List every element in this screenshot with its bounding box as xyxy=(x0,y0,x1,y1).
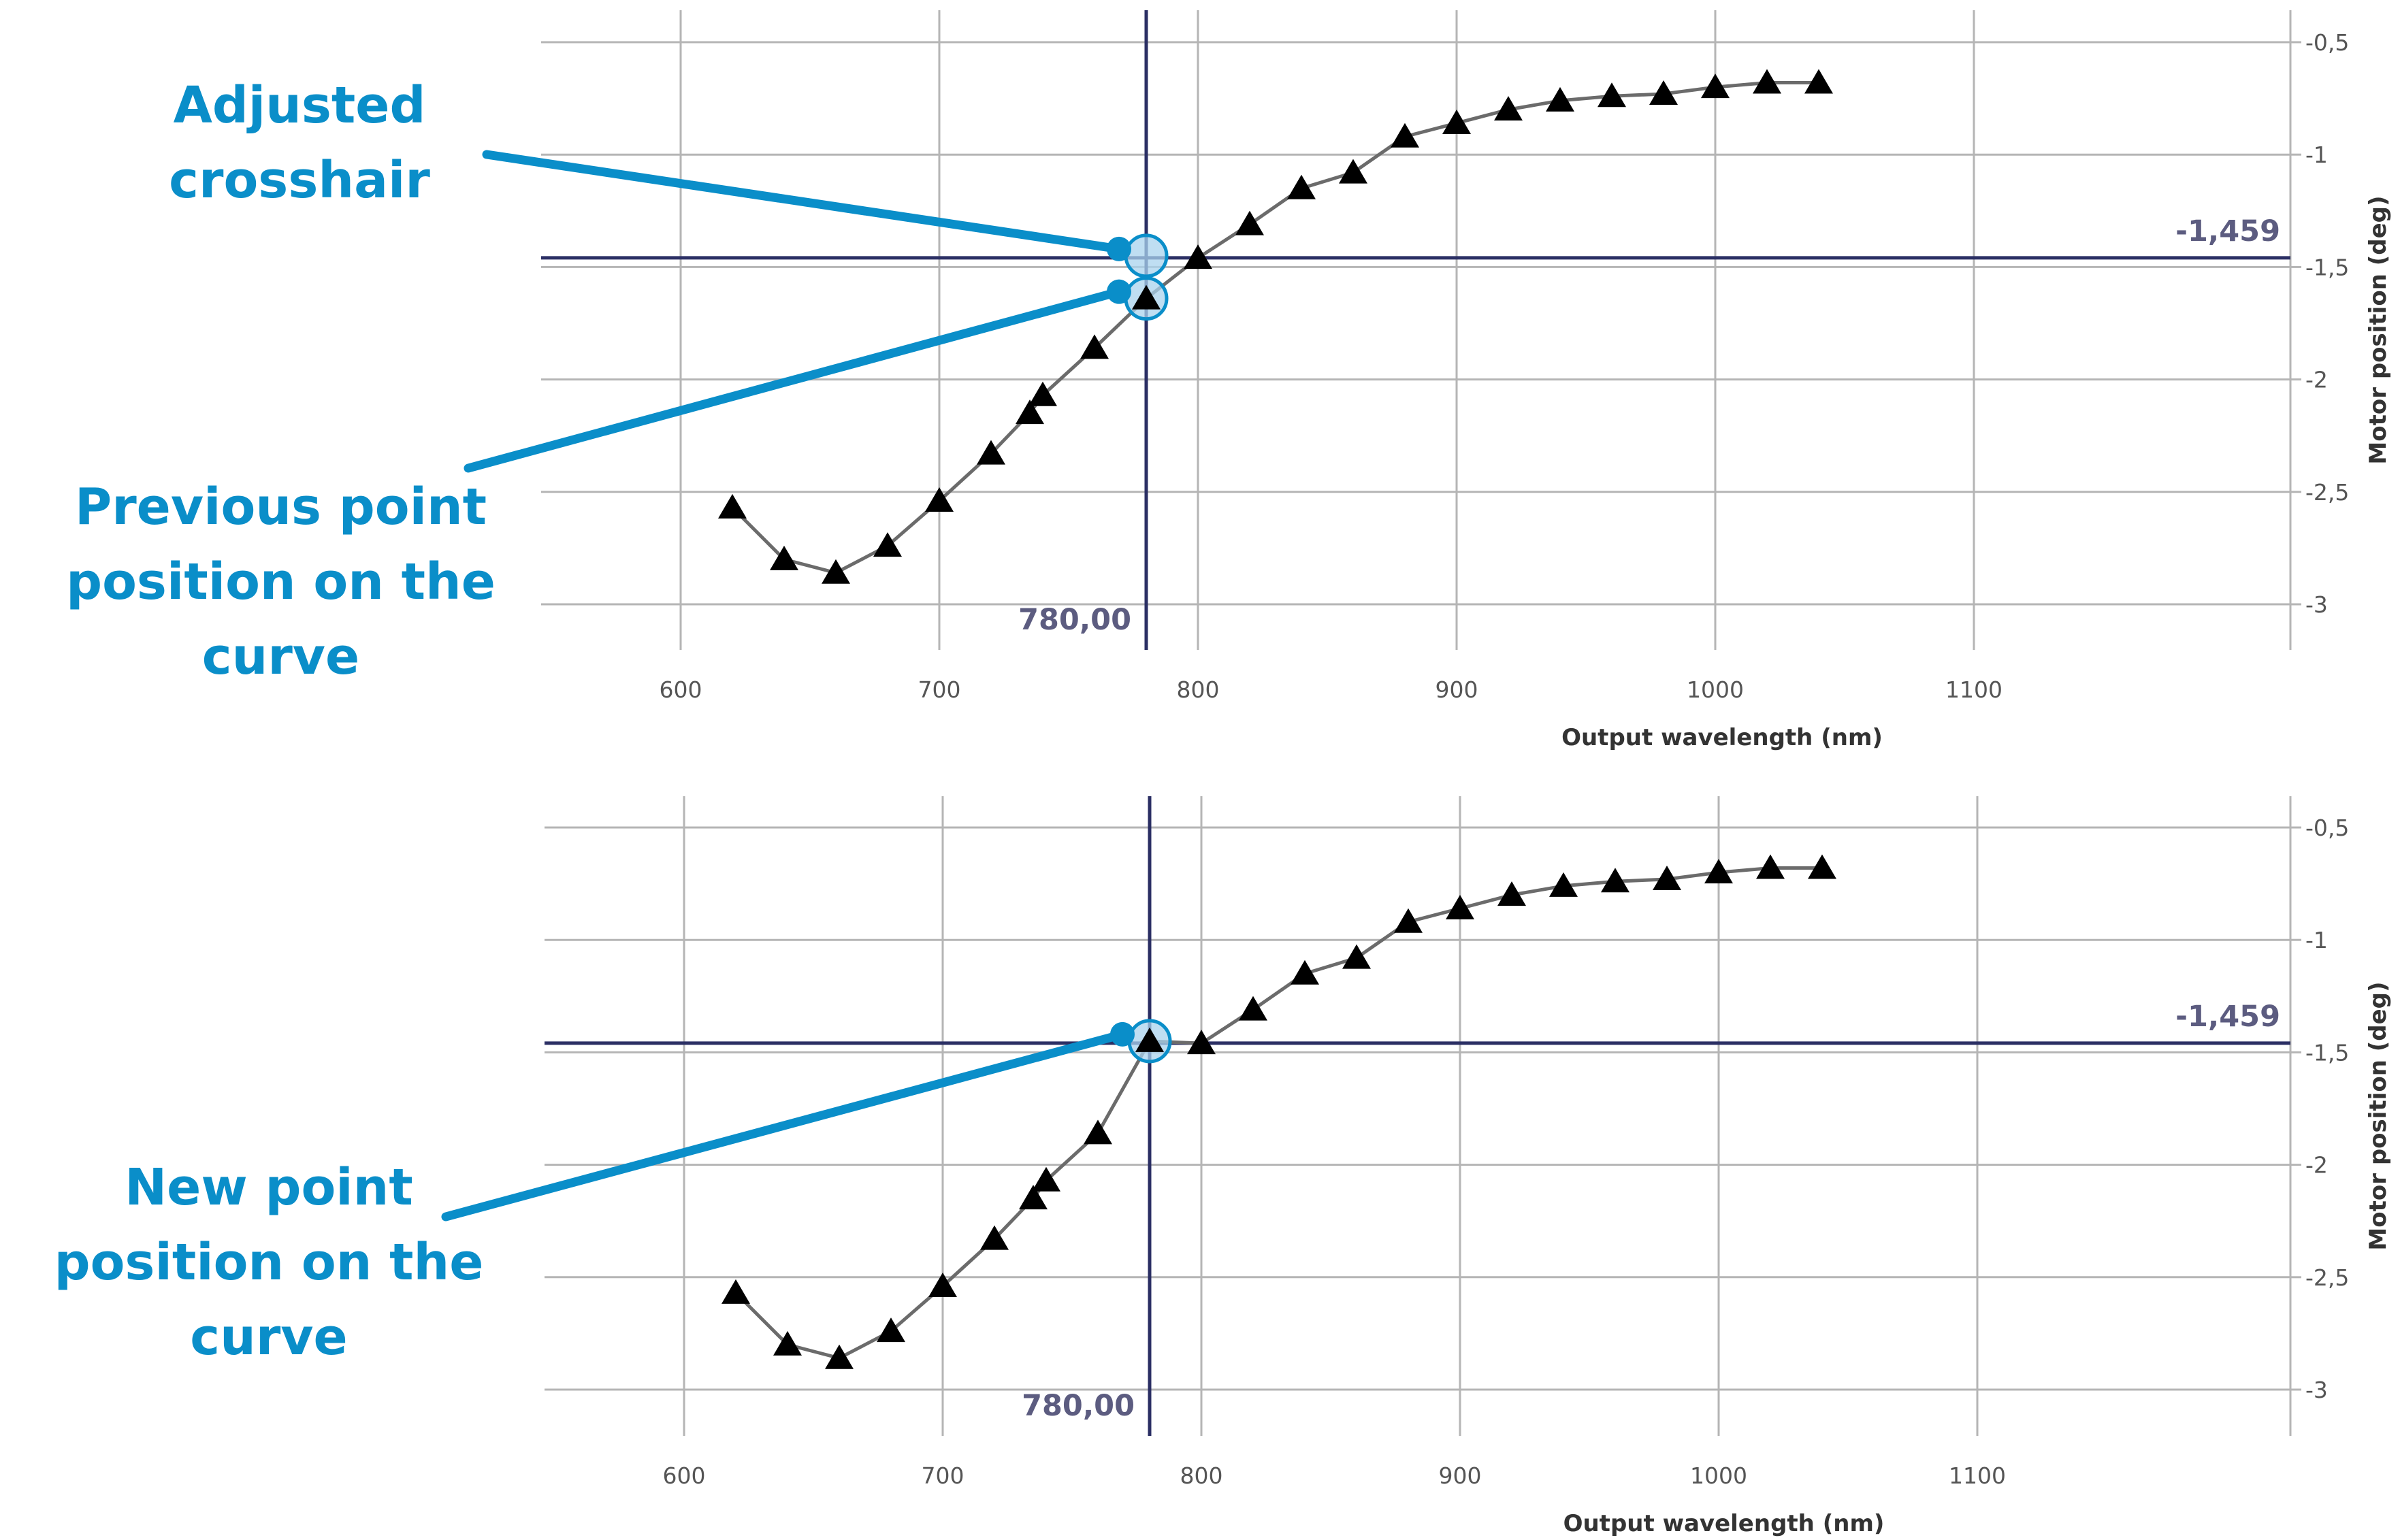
data-point xyxy=(1080,334,1109,359)
y-tick-label: -1,5 xyxy=(2305,1039,2349,1066)
data-point xyxy=(877,1317,905,1343)
data-point xyxy=(1653,865,1681,890)
y-tick-label: -0,5 xyxy=(2305,815,2349,841)
data-point xyxy=(1187,1030,1216,1055)
x-tick-label: 1000 xyxy=(1690,1462,1747,1489)
data-point xyxy=(1028,381,1057,406)
data-point xyxy=(1291,960,1319,985)
y-axis-title: Motor position (deg) xyxy=(2365,981,2392,1250)
y-tick-label: -3 xyxy=(2305,1377,2328,1403)
data-point xyxy=(1339,159,1367,184)
data-point xyxy=(1753,69,1781,94)
data-point xyxy=(770,545,798,570)
data-point xyxy=(977,440,1005,465)
data-point xyxy=(1391,122,1419,148)
x-tick-label: 900 xyxy=(1436,676,1478,703)
callout-dot xyxy=(1110,1021,1135,1047)
data-point xyxy=(1132,284,1161,310)
chart-bottom: 600 700 800 900 1000 1100 -0,5 -1 -1,5 -2 -2,5 -3 Ou… xyxy=(545,796,2392,1537)
x-tick-label: 800 xyxy=(1180,1462,1223,1489)
y-tick-label: -2 xyxy=(2305,367,2328,393)
y-tick-label: -1,5 xyxy=(2305,254,2349,280)
callout-previous-point: Previous point position on the curve xyxy=(66,478,496,686)
data-point xyxy=(822,559,850,584)
data-point xyxy=(1446,894,1474,919)
x-tick-label: 900 xyxy=(1439,1462,1482,1489)
x-tick-label: 700 xyxy=(918,676,961,703)
callout-connector xyxy=(482,150,1124,254)
data-point xyxy=(1756,854,1785,879)
x-tick-label: 1100 xyxy=(1945,676,2002,703)
x-tick-label: 1100 xyxy=(1949,1462,2006,1489)
data-point xyxy=(1287,174,1316,199)
x-axis-title: Output wavelength (nm) xyxy=(1561,724,1883,751)
data-point xyxy=(1442,109,1471,134)
callout-connector xyxy=(441,1030,1127,1222)
data-point xyxy=(1649,80,1678,105)
data-point xyxy=(825,1344,854,1369)
crosshair-y-label: -1,459 xyxy=(2175,214,2280,248)
callout-adjusted-crosshair: Adjusted crosshair xyxy=(169,76,430,210)
data-point xyxy=(1239,996,1267,1021)
data-point xyxy=(1019,1185,1048,1210)
y-tick-label: -2 xyxy=(2305,1152,2328,1179)
data-point xyxy=(721,1279,750,1304)
x-tick-label: 700 xyxy=(922,1462,964,1489)
x-axis-title: Output wavelength (nm) xyxy=(1563,1510,1885,1537)
data-point xyxy=(1032,1166,1060,1192)
data-point xyxy=(1394,908,1423,933)
data-point xyxy=(1342,944,1371,969)
data-line xyxy=(734,866,1822,1360)
x-tick-label: 600 xyxy=(660,676,702,703)
y-tick-label: -2,5 xyxy=(2305,1264,2349,1291)
data-line xyxy=(731,80,1819,575)
x-tick-label: 800 xyxy=(1177,676,1220,703)
callout-connector xyxy=(464,287,1124,473)
data-point xyxy=(1135,1027,1164,1052)
data-point xyxy=(718,493,747,519)
data-point xyxy=(773,1330,802,1356)
data-point xyxy=(1701,73,1730,99)
crosshair-x-label: 780,00 xyxy=(1022,1389,1135,1423)
data-point xyxy=(1235,210,1264,235)
data-point xyxy=(1546,86,1574,112)
data-point xyxy=(1601,868,1629,893)
y-tick-label: -1 xyxy=(2305,142,2328,168)
data-point xyxy=(1549,872,1578,897)
y-tick-label: -2,5 xyxy=(2305,479,2349,506)
data-point xyxy=(925,487,954,512)
data-point xyxy=(928,1273,957,1298)
crosshair-x-label: 780,00 xyxy=(1018,603,1131,637)
y-axis-title: Motor position (deg) xyxy=(2365,195,2392,464)
y-tick-label: -1 xyxy=(2305,927,2328,953)
data-point xyxy=(1084,1119,1112,1145)
chart-top: 600 700 800 900 1000 1100 -0,5 -1 -1,5 -2 -2,5 -3 Ou… xyxy=(541,10,2392,751)
data-point xyxy=(1497,881,1526,906)
data-point xyxy=(1704,859,1733,884)
callout-dot xyxy=(1107,279,1131,304)
y-tick-label: -3 xyxy=(2305,591,2328,618)
data-point xyxy=(980,1225,1009,1250)
x-tick-label: 600 xyxy=(663,1462,706,1489)
data-point xyxy=(1808,854,1836,879)
callout-lines xyxy=(441,150,1135,1222)
callout-dot xyxy=(1107,236,1131,261)
data-point xyxy=(1016,399,1044,425)
data-point xyxy=(1598,82,1626,108)
crosshair-y-label: -1,459 xyxy=(2175,1000,2280,1034)
y-tick-label: -0,5 xyxy=(2305,29,2349,56)
data-point xyxy=(1494,96,1523,121)
data-point xyxy=(1804,69,1833,94)
data-point xyxy=(1184,244,1212,269)
x-tick-label: 1000 xyxy=(1687,676,1744,703)
data-point xyxy=(873,532,902,557)
highlight-circle xyxy=(1124,233,1169,278)
callout-new-point: New point position on the curve xyxy=(54,1158,484,1366)
